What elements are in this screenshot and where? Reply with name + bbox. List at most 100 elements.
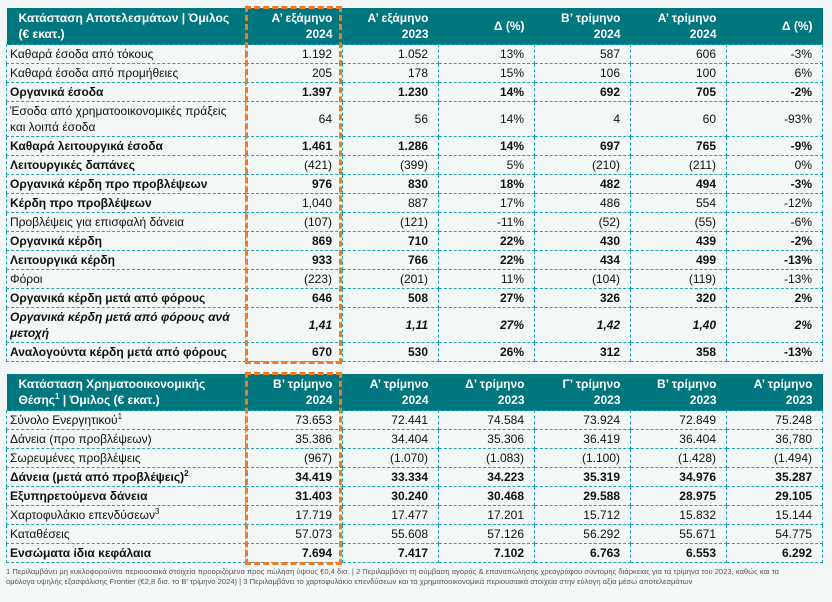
cell-value: -13% xyxy=(726,250,823,270)
cell-value: -93% xyxy=(726,101,823,137)
row-label: Οργανικά κέρδη xyxy=(6,231,246,251)
row-label-text: Λειτουργικά κέρδη xyxy=(10,253,115,267)
cell-value: 430 xyxy=(534,231,631,251)
cell-value: (201) xyxy=(342,269,439,289)
row-label-text: Οργανικά κέρδη προ προβλέψεων xyxy=(10,177,208,191)
cell-value: 0% xyxy=(726,155,823,175)
cell-value: 36.419 xyxy=(534,429,631,449)
row-label-text: Οργανικά κέρδη μετά από φόρους ανά μετοχ… xyxy=(10,310,230,340)
cell-value: 75.248 xyxy=(726,410,823,430)
cell-value: 55.608 xyxy=(342,524,439,544)
cell-value: 494 xyxy=(630,174,727,194)
table-row: Ενσώματα ίδια κεφάλαια 7.694 7.417 7.102 6.7… xyxy=(6,543,823,563)
cell-value: 205 xyxy=(245,63,343,83)
cell-value: -13% xyxy=(726,269,823,289)
table-row: Οργανικά έσοδα 1.397 1.230 14% 692 705 -2% xyxy=(6,82,823,102)
row-label: Καθαρά έσοδα από τόκους xyxy=(6,44,246,64)
cell-value: 710 xyxy=(342,231,439,251)
cell-value: (107) xyxy=(245,212,343,232)
cell-value: 887 xyxy=(342,193,439,213)
table-row: Δάνεια (μετά από προβλέψεις)2 34.419 33.33… xyxy=(6,467,823,487)
cell-value: 765 xyxy=(630,136,727,156)
cell-value: 6.553 xyxy=(630,543,727,563)
cell-value: (121) xyxy=(342,212,439,232)
balance-sheet-section: Κατάσταση Χρηματοοικονομικής Θέσης1 | Όμ… xyxy=(6,372,823,565)
table-row: Δάνεια (προ προβλέψεων) 35.386 34.404 35.30… xyxy=(6,429,823,449)
cell-value: 320 xyxy=(630,288,727,308)
income-statement-table: Κατάσταση Αποτελεσμάτων | Όμιλος (€ εκατ… xyxy=(6,8,823,362)
cell-value: 57.073 xyxy=(245,524,343,544)
cell-value: (55) xyxy=(630,212,727,232)
row-label-text: Χαρτοφυλάκιο επενδύσεων xyxy=(10,508,155,522)
row-label: Λειτουργικές δαπάνες xyxy=(6,155,246,175)
cell-value: 434 xyxy=(534,250,631,270)
cell-value: 100 xyxy=(630,63,727,83)
cell-value: 55.671 xyxy=(630,524,727,544)
table-row: Κέρδη προ προβλέψεων 1,040 887 17% 486 554 -12… xyxy=(6,193,823,213)
header-text: Α’ τρίμηνο 2024 xyxy=(369,377,429,407)
cell-value: 6% xyxy=(726,63,823,83)
header-text: Α’ τρίμηνο 2024 xyxy=(657,11,717,41)
row-label-text: Οργανικά κέρδη xyxy=(10,234,102,248)
cell-value: -2% xyxy=(726,82,823,102)
table-row: Φόροι (223) (201) 11% (104) (119) -13% xyxy=(6,269,823,289)
row-label: Φόροι xyxy=(6,269,246,289)
cell-value: (1.083) xyxy=(438,448,535,468)
cell-value: 72.441 xyxy=(342,410,439,430)
cell-value: 606 xyxy=(630,44,727,64)
cell-value: 60 xyxy=(630,101,727,137)
cell-value: 22% xyxy=(438,250,535,270)
table-row: Καθαρά λειτουργικά έσοδα 1.461 1.286 14% 697… xyxy=(6,136,823,156)
cell-value: (104) xyxy=(534,269,631,289)
row-label-text: Προβλέψεις για επισφαλή δάνεια xyxy=(10,215,185,229)
cell-value: -11% xyxy=(438,212,535,232)
cell-value: -2% xyxy=(726,231,823,251)
cell-value: 1.192 xyxy=(245,44,343,64)
cell-value: 7.694 xyxy=(245,543,343,563)
cell-value: 697 xyxy=(534,136,631,156)
cell-value: 2% xyxy=(726,307,823,343)
footnotes: 1 Περιλαμβάνει μη κυκλοφορούντα περιουσι… xyxy=(6,567,823,586)
column-header: Γ’ τρίμηνο 2023 xyxy=(534,374,631,411)
row-label: Έσοδα από χρηματοοικονομικές πράξεις και… xyxy=(6,101,246,137)
table-row: Καθαρά έσοδα από προμήθειες 205 178 15% 106 1… xyxy=(6,63,823,83)
cell-value: 22% xyxy=(438,231,535,251)
row-label-text: Έσοδα από χρηματοοικονομικές πράξεις και… xyxy=(10,104,227,134)
header-text: Β’ τρίμηνο 2024 xyxy=(561,11,621,41)
row-label-text: Καθαρά έσοδα από προμήθειες xyxy=(10,66,179,80)
row-label: Καθαρά λειτουργικά έσοδα xyxy=(6,136,246,156)
row-label-text: Οργανικά κέρδη μετά από φόρους xyxy=(10,291,206,305)
column-header: Δ (%) xyxy=(726,8,823,45)
cell-value: 17.719 xyxy=(245,505,343,525)
cell-value: 312 xyxy=(534,342,631,362)
header-text: Κατάσταση Χρηματοοικονομικής Θέσης xyxy=(18,377,206,407)
cell-value: 692 xyxy=(534,82,631,102)
cell-value: (421) xyxy=(245,155,343,175)
cell-value: 17.201 xyxy=(438,505,535,525)
cell-value: 15.832 xyxy=(630,505,727,525)
column-header: Α’ εξάμηνο 2023 xyxy=(342,8,439,45)
balance-sheet-table: Κατάσταση Χρηματοοικονομικής Θέσης1 | Όμ… xyxy=(6,374,823,563)
cell-value: 64 xyxy=(245,101,343,137)
header-text: Δ’ τρίμηνο 2023 xyxy=(465,377,525,407)
header-text: Α’ τρίμηνο 2023 xyxy=(753,377,813,407)
footnote-marker: 1 xyxy=(117,412,123,421)
cell-value: 15.144 xyxy=(726,505,823,525)
table-row: Οργανικά κέρδη μετά από φόρους 646 508 27% 3… xyxy=(6,288,823,308)
cell-value: 35.319 xyxy=(534,467,631,487)
row-label: Οργανικά κέρδη προ προβλέψεων xyxy=(6,174,246,194)
table-row: Λειτουργικές δαπάνες (421) (399) 5% (210) (21… xyxy=(6,155,823,175)
row-label-text: Σύνολο Ενεργητικού xyxy=(10,413,118,427)
row-label-text: Ενσώματα ίδια κεφάλαια xyxy=(10,546,152,560)
cell-value: 1,11 xyxy=(342,307,439,343)
row-label-text: Αναλογούντα κέρδη μετά από φόρους xyxy=(10,345,227,359)
cell-value: (1.428) xyxy=(630,448,727,468)
row-label-text: Σωρευμένες προβλέψεις xyxy=(10,451,141,465)
cell-value: 27% xyxy=(438,288,535,308)
cell-value: 178 xyxy=(342,63,439,83)
cell-value: 106 xyxy=(534,63,631,83)
row-label-text: Εξυπηρετούμενα δάνεια xyxy=(10,489,148,503)
row-label: Καταθέσεις xyxy=(6,524,246,544)
cell-value: 1,42 xyxy=(534,307,631,343)
row-label-text: Λειτουργικές δαπάνες xyxy=(10,158,135,172)
